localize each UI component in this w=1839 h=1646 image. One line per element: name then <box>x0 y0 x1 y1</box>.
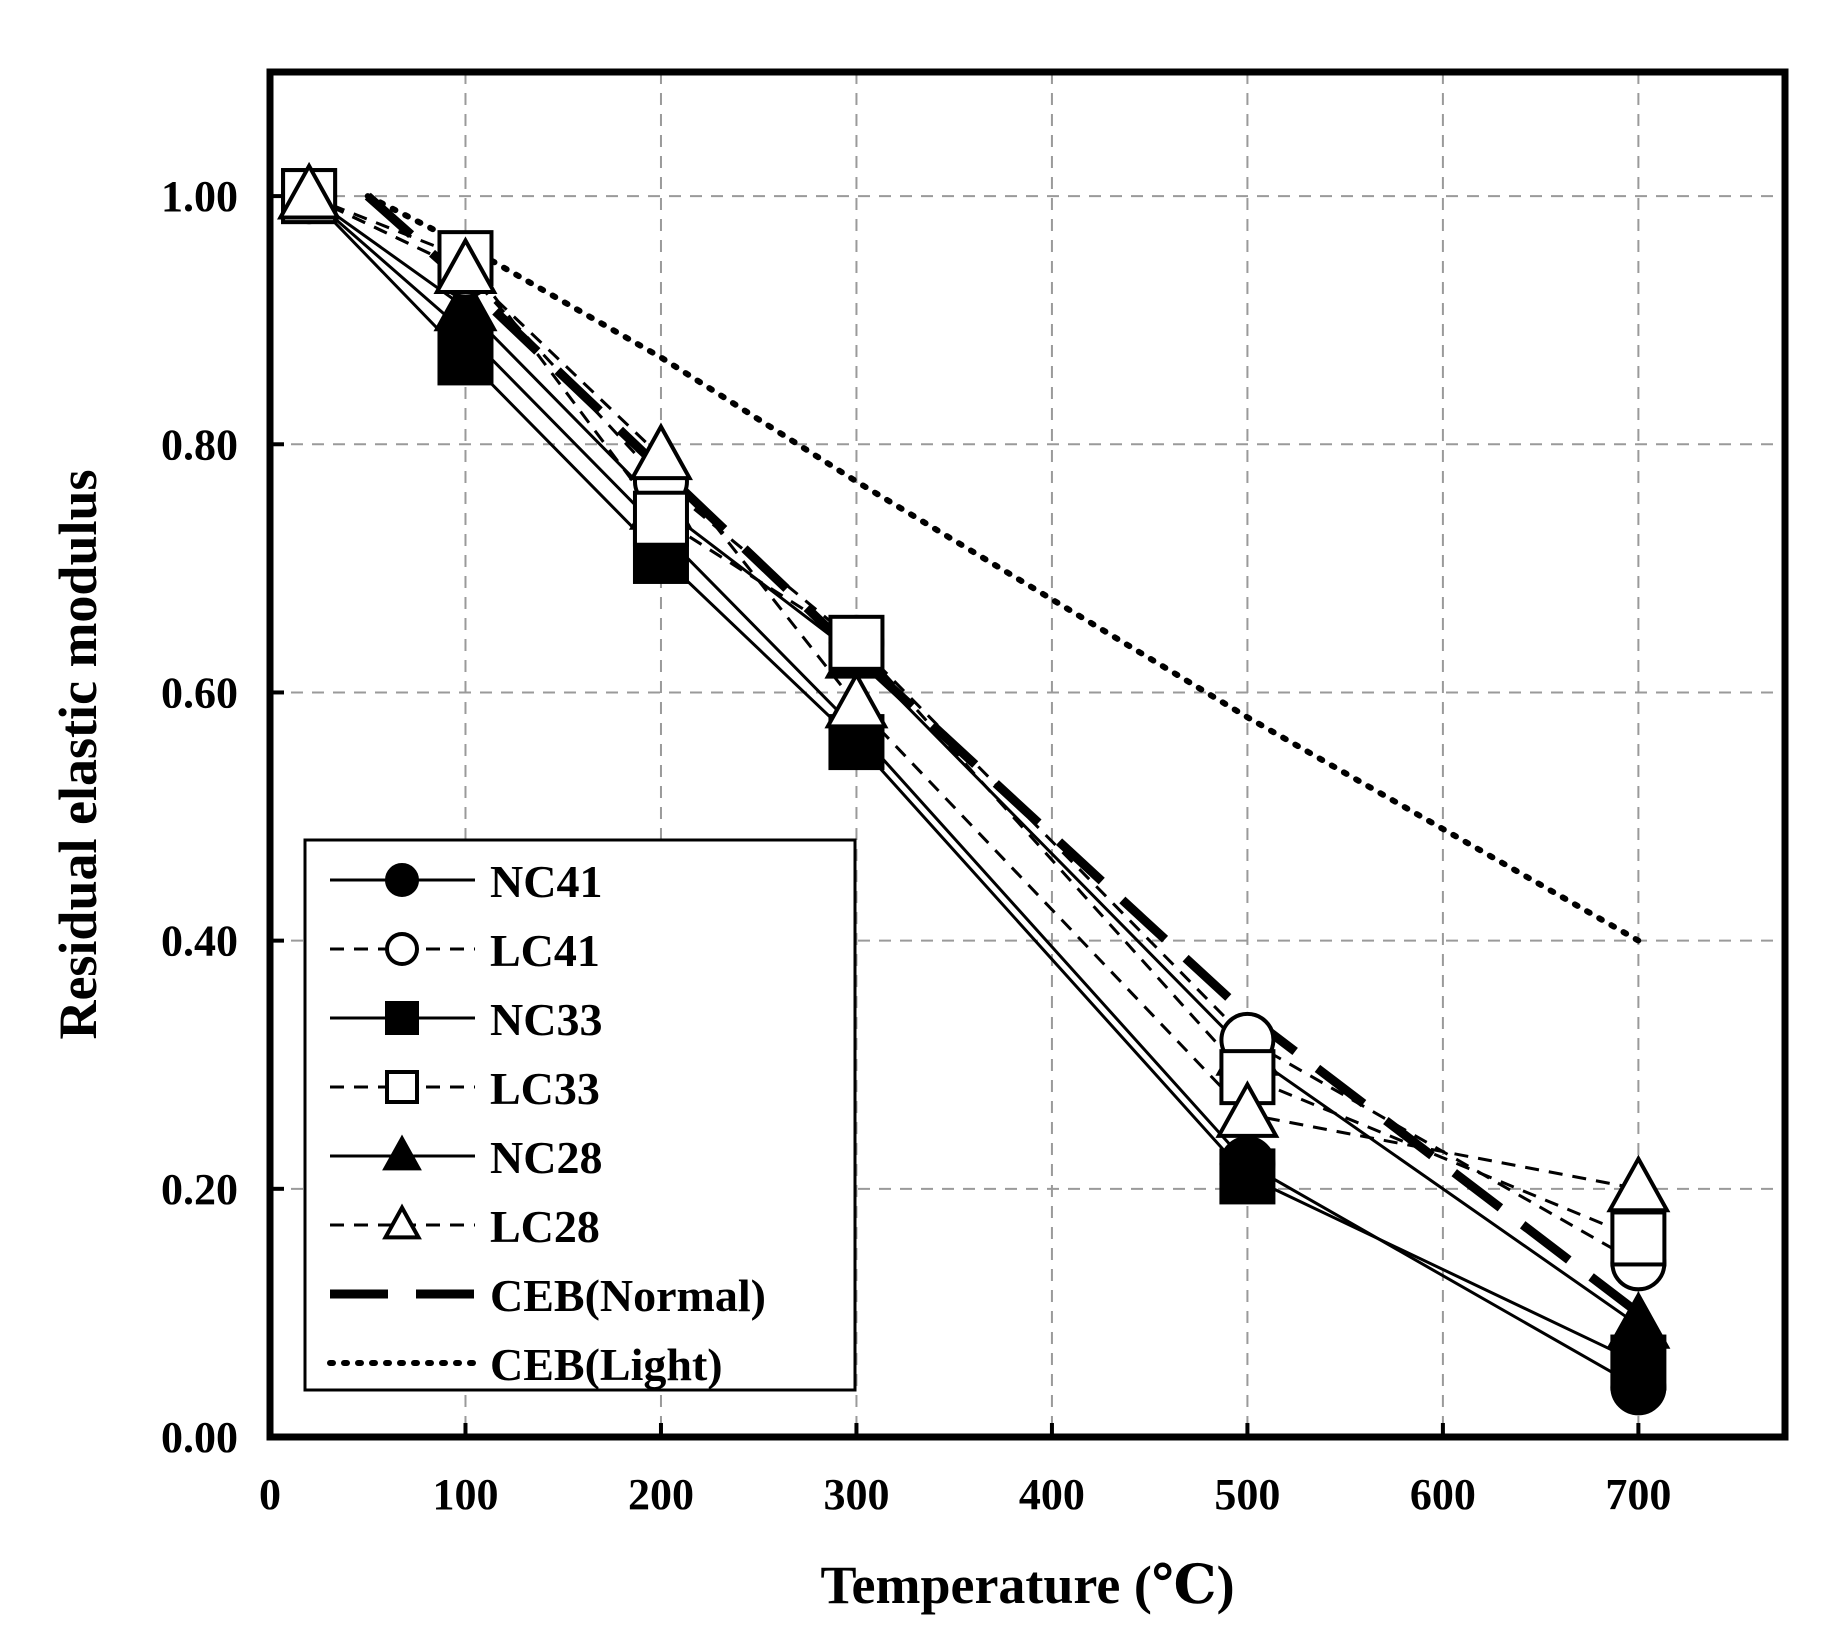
series-line-ceb-light- <box>364 193 1642 944</box>
data-point-lc28 <box>1215 1080 1280 1138</box>
x-tick-label: 500 <box>1214 1470 1280 1519</box>
legend-label-ceb-normal-: CEB(Normal) <box>490 1270 766 1321</box>
x-tick-label: 600 <box>1410 1470 1476 1519</box>
y-tick-label: 0.00 <box>161 1413 238 1462</box>
legend-label-nc41: NC41 <box>490 856 602 907</box>
x-axis-ticks: 0 100 200 300 400 500 600 700 <box>259 1423 1671 1519</box>
data-point-nc33 <box>437 329 494 386</box>
y-tick-label: 0.80 <box>161 420 238 469</box>
legend-marker-lc33 <box>385 1070 419 1104</box>
legend-marker-nc41 <box>385 863 419 897</box>
x-axis-label: Temperature (℃) <box>820 1555 1234 1615</box>
y-tick-label: 1.00 <box>161 172 238 221</box>
legend-label-lc41: LC41 <box>490 925 600 976</box>
data-point-lc28 <box>1606 1154 1671 1213</box>
y-tick-label: 0.20 <box>161 1165 238 1214</box>
series-line-nc41 <box>308 194 1640 1389</box>
legend-label-nc28: NC28 <box>490 1132 602 1183</box>
legend-label-lc28: LC28 <box>490 1201 600 1252</box>
series-markers <box>277 161 1671 1416</box>
data-point-nc28 <box>1606 1291 1671 1349</box>
y-tick-label: 0.40 <box>161 917 238 966</box>
data-point-lc28 <box>433 236 498 294</box>
x-tick-label: 100 <box>432 1470 498 1519</box>
data-point-lc33 <box>1610 1210 1667 1267</box>
y-axis-ticks: 0.00 0.20 0.40 0.60 0.80 1.00 <box>161 172 284 1462</box>
plot-frame <box>266 68 1789 1441</box>
legend: NC41 LC41 NC33 LC33 NC28 LC28 CEB(Normal) CEB(L… <box>303 838 857 1392</box>
data-point-nc28 <box>433 273 498 332</box>
x-tick-label: 300 <box>823 1470 889 1519</box>
legend-label-nc33: NC33 <box>490 994 602 1045</box>
y-axis-label: Residual elastic modulus <box>48 469 108 1039</box>
x-tick-label: 400 <box>1019 1470 1085 1519</box>
x-tick-label: 200 <box>628 1470 694 1519</box>
x-tick-label: 700 <box>1605 1470 1671 1519</box>
legend-marker-nc28 <box>382 1134 422 1171</box>
data-point-lc28 <box>277 161 342 220</box>
y-tick-label: 0.60 <box>161 668 238 717</box>
legend-label-lc33: LC33 <box>490 1063 600 1114</box>
legend-marker-lc41 <box>385 932 419 966</box>
legend-box <box>303 838 857 1392</box>
legend-marker-nc33 <box>385 1001 419 1035</box>
legend-label-ceb-light-: CEB(Light) <box>490 1339 723 1390</box>
data-point-nc33 <box>1219 1148 1276 1205</box>
data-point-lc33 <box>632 490 689 547</box>
data-point-lc28 <box>824 670 889 729</box>
data-point-lc33 <box>828 614 885 671</box>
x-tick-label: 0 <box>259 1470 281 1519</box>
data-point-lc28 <box>628 422 693 481</box>
legend-marker-lc28 <box>382 1203 422 1240</box>
